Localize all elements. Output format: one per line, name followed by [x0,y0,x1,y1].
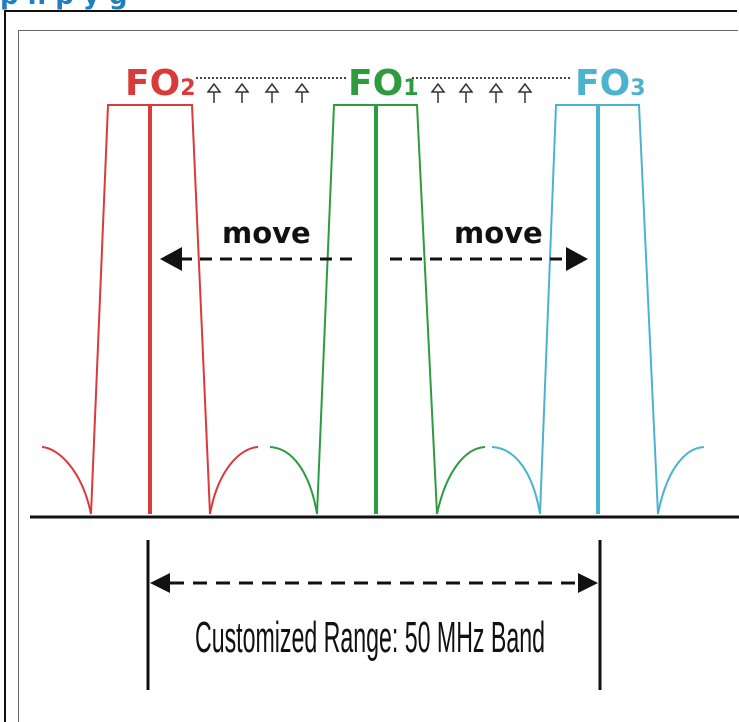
up-arrow-icon [294,82,310,103]
fo1-band: FO1 [269,63,486,515]
move-right-label: move [454,216,543,250]
fo1-side-lobe-left [269,446,318,515]
fo3-side-lobe-left [491,446,541,515]
fo1-side-lobe-right [436,446,486,515]
move-left-label: move [222,216,311,250]
fo3-label: FO3 [575,63,646,104]
fo2-side-lobe-right [209,446,259,515]
page-heading: p n p y g [0,0,739,10]
diagram-frame [4,10,737,722]
range-label: Customized Range: 50 MHz Band [195,613,545,662]
up-arrow-icon [488,82,504,103]
up-arrow-icon [458,82,474,103]
fo2-side-lobe-left [41,446,92,515]
fo3-side-lobe-right [657,446,705,515]
move-left-arrowhead-icon [160,247,182,271]
move-right-arrowhead-icon [566,247,588,271]
fo2-band: FO2 [41,63,259,515]
up-arrow-icon [517,82,533,103]
fo3-band: FO3 [491,63,705,515]
up-arrow-icon [264,82,280,103]
up-arrow-icon [430,82,446,103]
range-arrowhead-right-icon [578,573,598,593]
up-arrow-icon [234,82,250,103]
range-arrowhead-left-icon [150,573,170,593]
fo2-label: FO2 [125,63,196,104]
up-arrow-icon [206,82,222,103]
up-arrows-left [206,82,310,103]
up-arrows-right [430,82,533,103]
diagram-inner-frame [18,30,738,722]
fo1-label: FO1 [348,63,419,104]
